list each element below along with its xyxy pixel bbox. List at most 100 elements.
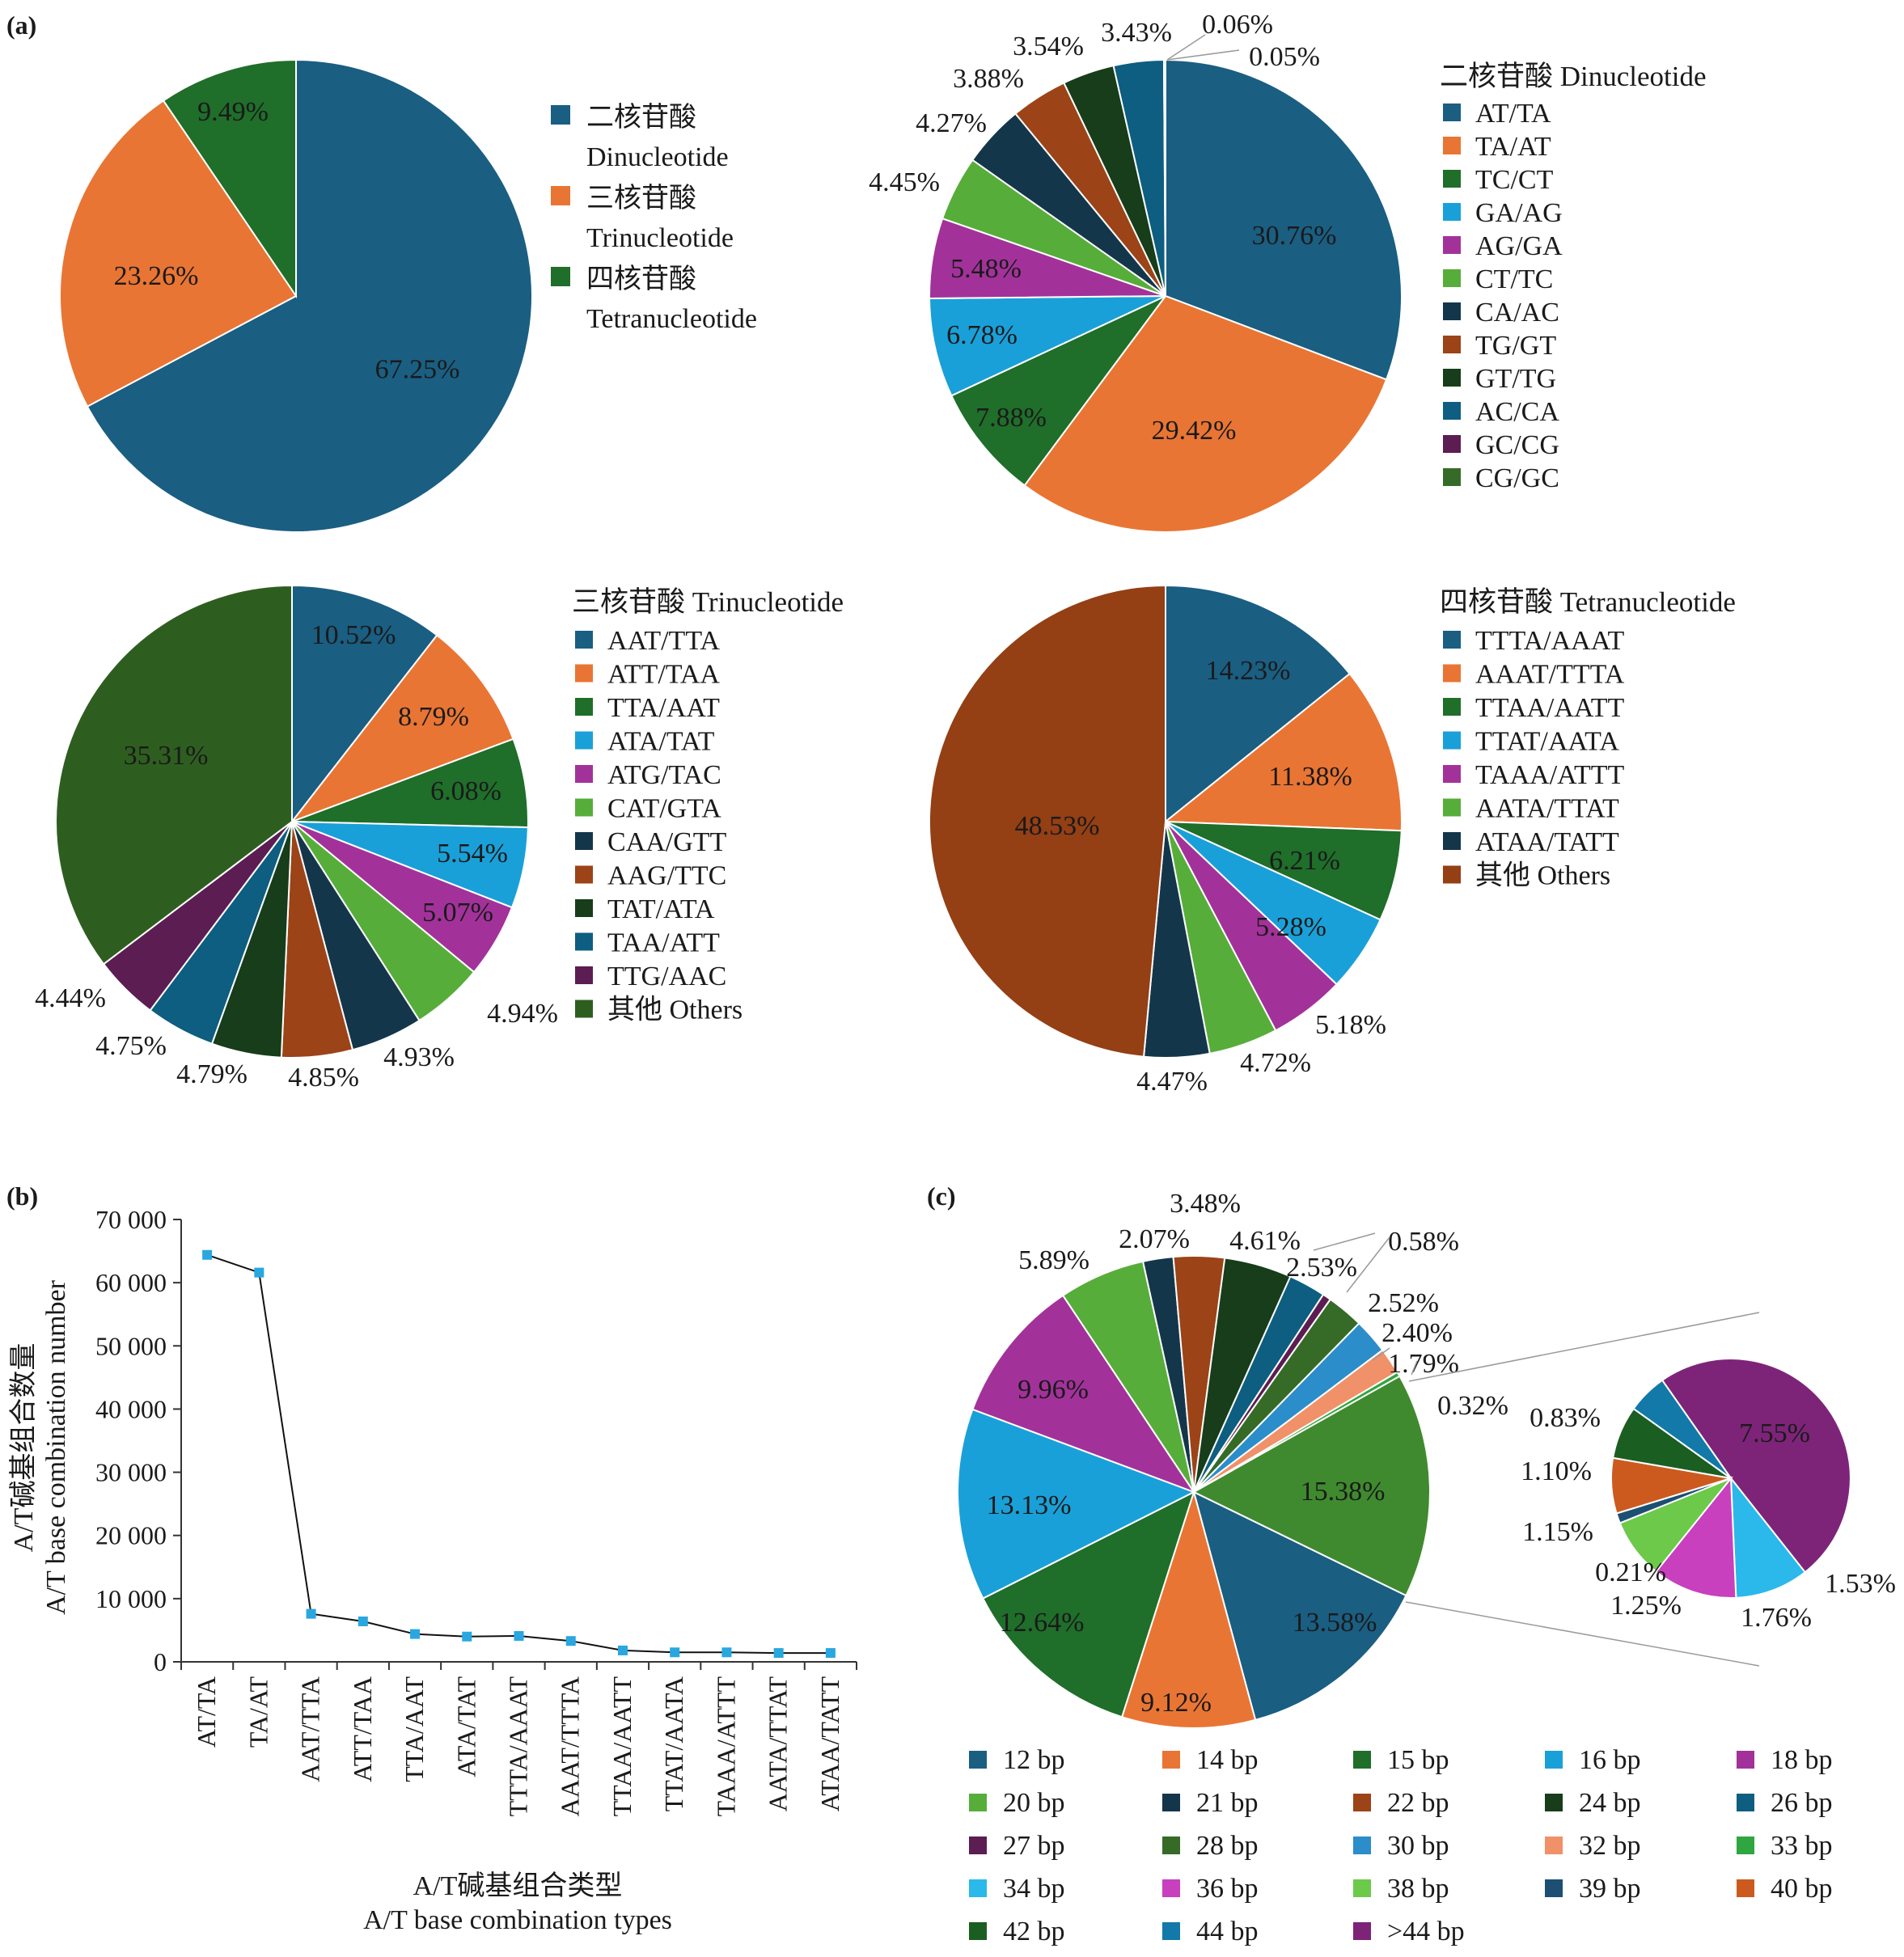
legend-swatch-32-bp — [1545, 1837, 1563, 1854]
pie-chart-composition: 67.25% 23.26% 9.49% 二核苷酸 Dinucleotide 三核苷酸 Tri… — [58, 58, 757, 533]
legend-label-trinucleotide: Trinucleotide — [586, 223, 734, 253]
legend-swatch-12-bp — [969, 1751, 987, 1769]
legend-label-ata-tat: ATA/TAT — [607, 727, 715, 757]
data-label-taaa-attt: 5.18% — [1315, 1010, 1386, 1040]
legend-label-gt-tg: GT/TG — [1475, 364, 1556, 394]
legend-swatch-ttaa-aatt — [1443, 698, 1461, 716]
x-tick-label-aata-ttat: AATA/TTAT — [764, 1676, 793, 1812]
pie-slice-att-taa — [290, 634, 514, 824]
data-label-att-taa: 8.79% — [398, 702, 469, 732]
legend-title: 二核苷酸 Dinucleotide — [1440, 61, 1707, 92]
data-label-ca-ac: 4.27% — [916, 108, 987, 138]
data-label-item: 67.25% — [375, 354, 460, 384]
data-label-24-bp: 4.61% — [1229, 1226, 1301, 1256]
legend-label-ta-at: TA/AT — [1475, 132, 1551, 162]
legend-swatch-38-bp — [1353, 1879, 1371, 1897]
legend-swatch-ataa-tatt — [1443, 832, 1461, 850]
y-tick-label: 60 000 — [95, 1268, 167, 1297]
pie-slice-36-bp — [1654, 1476, 1737, 1599]
pie-slice-18-bp — [971, 1294, 1196, 1494]
x-tick-label-aaat-ttta: AAAT/TTTA — [556, 1676, 585, 1816]
data-label-22-bp: 3.48% — [1170, 1189, 1241, 1219]
data-label-ag-ga: 5.48% — [950, 254, 1022, 284]
leader-line — [1372, 1347, 1390, 1361]
legend-swatch-gt-tg — [1443, 369, 1461, 387]
legend-label-36-bp: 36 bp — [1196, 1874, 1259, 1904]
legend-label-ac-ca: AC/CA — [1475, 397, 1559, 427]
legend-swatch-tta-aat — [575, 698, 593, 716]
connector-line — [1408, 1312, 1760, 1382]
legend-swatch-att-taa — [575, 664, 593, 683]
legend-swatch-cg-gc — [1443, 468, 1461, 486]
data-label-others: 48.53% — [1015, 811, 1100, 841]
data-label-aata-ttat: 4.72% — [1240, 1048, 1311, 1078]
data-label-item: 9.49% — [197, 97, 269, 127]
legend-label-ttaa-aatt: TTAA/AATT — [1475, 693, 1624, 723]
x-tick-label-ttaa-aatt: TTAA/AATT — [607, 1676, 637, 1817]
data-label-40-bp: 1.15% — [1522, 1517, 1593, 1547]
pie-slice-34-bp — [1729, 1475, 1807, 1599]
legend-label-24-bp: 24 bp — [1579, 1788, 1641, 1818]
data-point-aaat-ttta — [565, 1636, 576, 1646]
data-label-16-bp: 13.13% — [987, 1490, 1072, 1520]
data-label-44-bp: 0.83% — [1530, 1403, 1601, 1433]
legend-label-27-bp: 27 bp — [1003, 1831, 1065, 1861]
data-point-aata-ttat — [773, 1648, 784, 1659]
x-axis-label-cn: A/T碱基组合类型 — [413, 1870, 623, 1901]
legend-label-aat-tta: AAT/TTA — [607, 626, 720, 656]
legend-swatch-ag-ga — [1443, 236, 1461, 254]
data-label-42-bp: 1.10% — [1521, 1456, 1592, 1486]
legend-swatch-20-bp — [969, 1794, 987, 1811]
legend-swatch-aag-ttc — [575, 865, 593, 884]
legend-label-16-bp: 16 bp — [1579, 1745, 1641, 1775]
pie-slice-44-bp — [1661, 1358, 1851, 1574]
data-label-ttg-aac: 4.44% — [35, 983, 106, 1013]
pie-slice-item — [86, 58, 533, 533]
y-axis-label-cn: A/T碱基组合数量 — [8, 1343, 39, 1553]
data-label-cg-gc: 0.05% — [1249, 42, 1320, 72]
data-point-ata-tat — [462, 1631, 472, 1642]
legend-swatch-tc-ct — [1443, 170, 1461, 188]
pie-slice-tc-ct — [950, 295, 1166, 487]
data-point-ataa-tatt — [825, 1648, 836, 1659]
y-tick-label: 30 000 — [95, 1458, 167, 1487]
legend-swatch-16-bp — [1545, 1751, 1563, 1769]
pie-slice-ttaa-aatt — [1165, 821, 1403, 921]
legend-swatch-tetranucleotide — [551, 267, 570, 286]
x-tick-label-att-taa: ATT/TAA — [348, 1676, 377, 1782]
legend-swatch-ta-at — [1443, 137, 1461, 154]
pie-slice-ttta-aaat — [1165, 584, 1352, 824]
legend-swatch-42-bp — [969, 1922, 987, 1940]
legend-swatch-39-bp — [1545, 1879, 1563, 1897]
legend-swatch-24-bp — [1545, 1794, 1563, 1811]
line-chart-combination-counts: 0 10 000 20 000 30 000 40 000 50 000 60 000 70 … — [8, 1205, 857, 1935]
legend-swatch-others — [1443, 865, 1461, 884]
data-label-tta-aat: 6.08% — [430, 776, 501, 806]
data-label-tg-gt: 3.88% — [953, 64, 1024, 94]
legend-label-ttg-aac: TTG/AAC — [607, 962, 726, 991]
legend-label-42-bp: 42 bp — [1003, 1917, 1065, 1946]
legend-swatch-34-bp — [969, 1879, 987, 1897]
data-point-aat-tta — [306, 1608, 316, 1619]
legend-label-ttta-aaat: TTTA/AAAT — [1475, 626, 1624, 656]
data-label-ataa-tatt: 4.47% — [1136, 1067, 1208, 1097]
legend-label-taa-att: TAA/ATT — [607, 928, 720, 958]
legend-swatch-tg-gt — [1443, 336, 1461, 353]
data-label-30-bp: 2.40% — [1381, 1318, 1453, 1348]
legend-swatch-14-bp — [1162, 1751, 1180, 1769]
legend-label-39-bp: 39 bp — [1579, 1874, 1641, 1904]
legend-label-ca-ac: CA/AC — [1475, 298, 1559, 328]
x-axis-label-en: A/T base combination types — [363, 1905, 672, 1935]
legend-label-22-bp: 22 bp — [1387, 1788, 1449, 1818]
legend-swatch-33-bp — [1737, 1837, 1754, 1854]
data-label-ata-tat: 5.54% — [437, 839, 508, 869]
pie-slice-16-bp — [957, 1408, 1196, 1600]
legend-label-40-bp: 40 bp — [1771, 1874, 1833, 1904]
legend-label-cg-gc: CG/GC — [1475, 463, 1559, 493]
y-axis-label-en: A/T base combination number — [41, 1279, 71, 1615]
data-label-14-bp: 9.12% — [1140, 1688, 1212, 1718]
legend-label-20-bp: 20 bp — [1003, 1788, 1065, 1818]
x-tick-label-ta-at: TA/AT — [243, 1676, 273, 1748]
legend-label-26-bp: 26 bp — [1771, 1788, 1833, 1818]
legend-label-tat-ata: TAT/ATA — [607, 894, 715, 924]
